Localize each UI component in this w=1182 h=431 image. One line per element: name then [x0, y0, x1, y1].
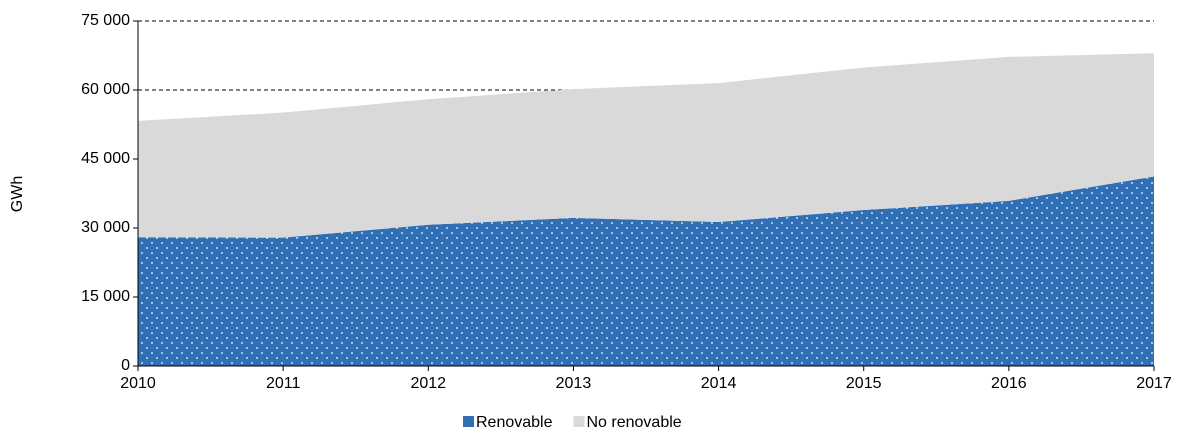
x-tick-label: 2017	[1136, 375, 1172, 392]
x-tick-label: 2011	[266, 375, 301, 392]
x-tick-label: 2016	[991, 375, 1027, 392]
x-tick-label: 2014	[701, 375, 737, 392]
legend-label: Renovable	[476, 414, 553, 431]
x-tick-label: 2015	[846, 375, 882, 392]
x-tick-label: 2013	[556, 375, 592, 392]
y-tick-label: 45 000	[81, 150, 130, 167]
legend-swatch	[463, 416, 474, 427]
area-pattern	[138, 176, 1154, 366]
legend-label: No renovable	[587, 414, 682, 431]
area	[138, 53, 1154, 238]
x-tick-label: 2012	[410, 375, 446, 392]
y-tick-label: 15 000	[81, 288, 130, 305]
x-tick-label: 2010	[120, 375, 156, 392]
y-tick-label: 60 000	[81, 81, 130, 98]
y-tick-label: 30 000	[81, 219, 130, 236]
y-tick-label: 75 000	[81, 12, 130, 29]
legend-swatch	[573, 416, 585, 427]
y-axis-label: GWh	[9, 176, 26, 212]
y-tick-label: 0	[121, 357, 130, 374]
